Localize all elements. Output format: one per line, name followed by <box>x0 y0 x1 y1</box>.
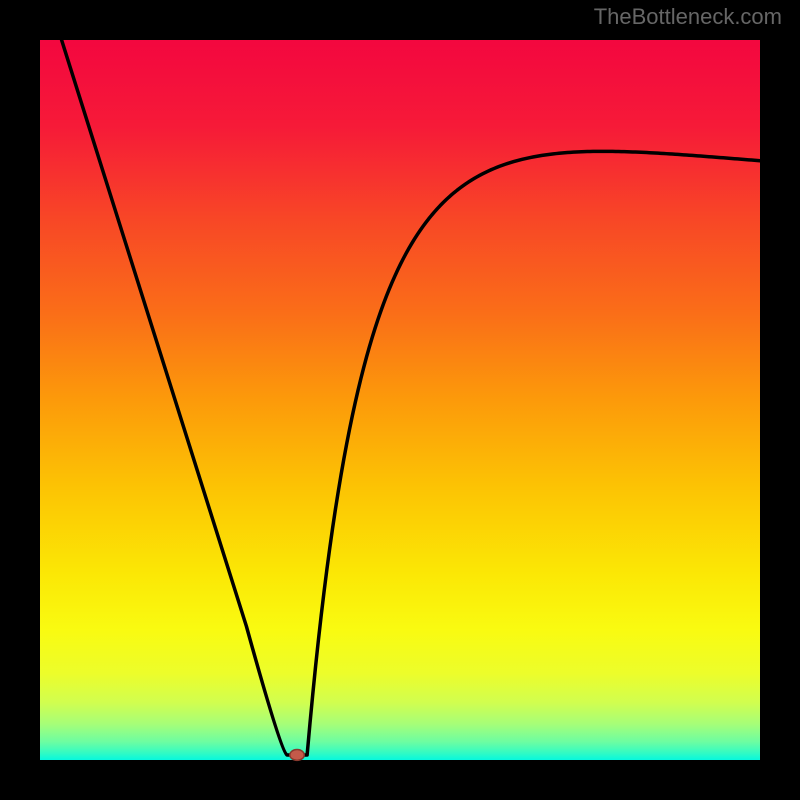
chart-container: TheBottleneck.com <box>0 0 800 800</box>
curve-min-marker <box>290 750 304 761</box>
plot-area <box>40 40 760 760</box>
chart-svg <box>0 0 800 800</box>
watermark-text: TheBottleneck.com <box>594 4 782 30</box>
